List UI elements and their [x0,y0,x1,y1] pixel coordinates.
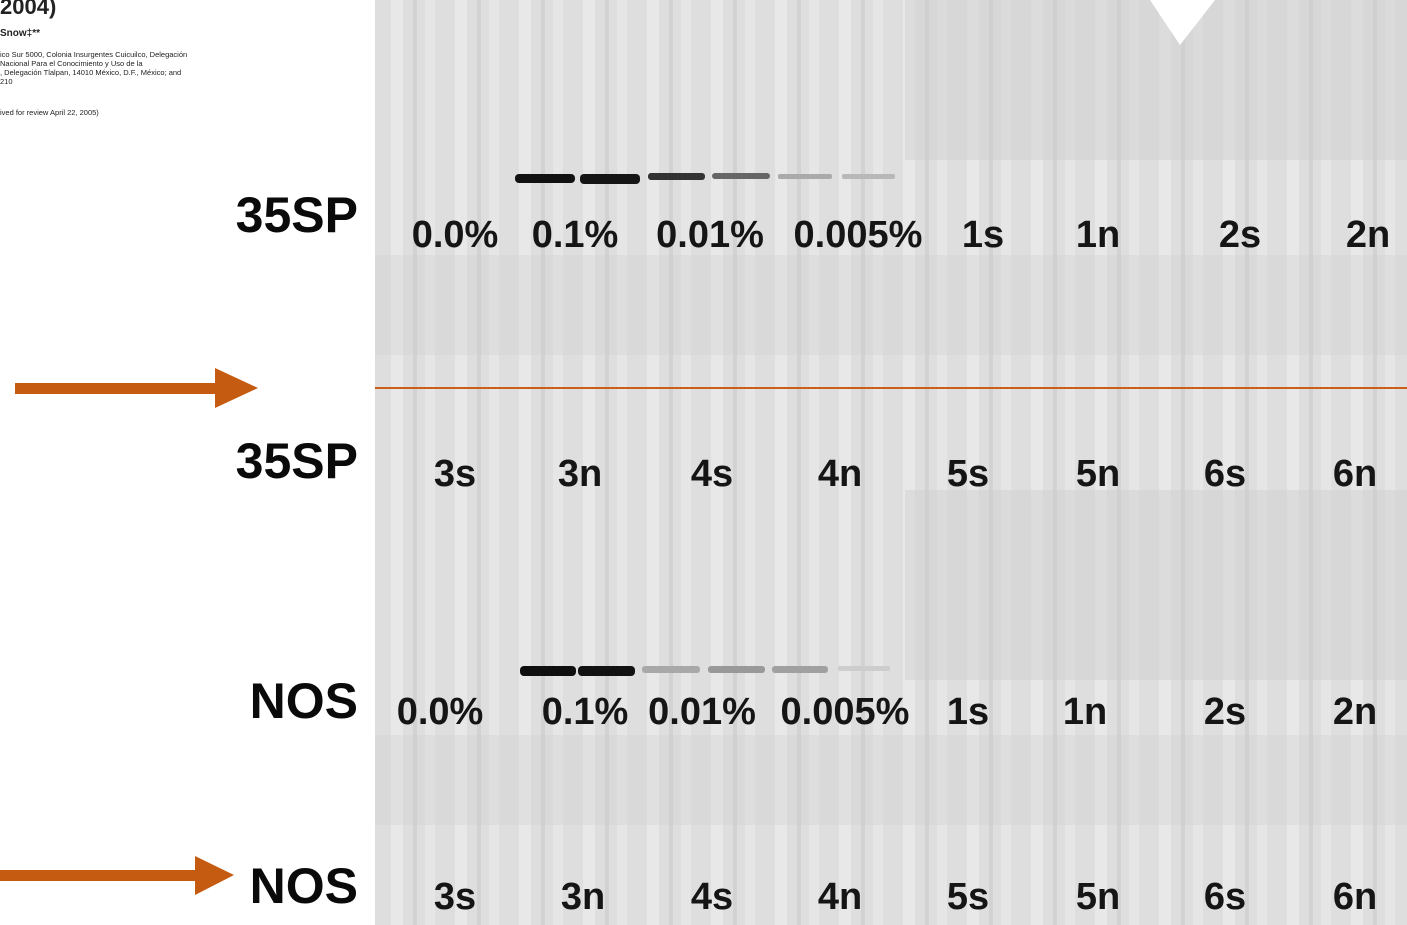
lane-label: 4n [818,876,862,918]
lane-label: 0.01% [656,214,764,256]
lane-label: 0.0% [412,214,499,256]
lane-label: 0.1% [542,691,629,733]
row-label: 35SP [236,187,358,243]
gel-figure: 35SP 0.0% 0.1% 0.01% 0.005% 1s 1n 2s 2n 35SP 3s 3n 4… [0,0,1407,925]
lane-label: 2n [1333,691,1377,733]
page: {"header": {"title": "2004)", "authors":… [0,0,1407,925]
lane-label: 5s [947,876,989,918]
lane-label: 3s [434,876,476,918]
band [648,173,705,180]
band [520,666,576,676]
lane-label: 6s [1204,453,1246,495]
lane-label: 0.1% [532,214,619,256]
lane-label: 4n [818,453,862,495]
row-label: NOS [250,673,358,729]
lane-label: 2s [1219,214,1261,256]
lane-label: 6n [1333,453,1377,495]
lane-label: 0.005% [794,214,923,256]
lane-label: 3n [558,453,602,495]
gel-shade [905,0,1407,160]
arrow [0,856,234,895]
row-label: 35SP [236,433,358,489]
band [515,174,575,183]
lane-label: 0.005% [781,691,910,733]
lane-label: 3n [561,876,605,918]
lane-label: 0.0% [397,691,484,733]
band [778,174,832,179]
gel-shade [905,490,1407,680]
lane-label: 4s [691,453,733,495]
gel-shade [375,255,1407,355]
lane-label: 4s [691,876,733,918]
arrow [15,368,258,408]
lane-label: 2n [1346,214,1390,256]
gel-shade [375,735,1407,825]
lane-label: 5s [947,453,989,495]
lane-label: 5n [1076,876,1120,918]
band [838,666,890,671]
band [708,666,765,673]
band [580,174,640,184]
lane-label: 5n [1076,453,1120,495]
lane-label: 1s [947,691,989,733]
lane-label: 1n [1063,691,1107,733]
band [578,666,635,676]
band [642,666,700,673]
row-label: NOS [250,858,358,914]
lane-label: 1n [1076,214,1120,256]
band [712,173,770,179]
lane-label: 2s [1204,691,1246,733]
lane-label: 0.01% [648,691,756,733]
lane-label: 1s [962,214,1004,256]
band [772,666,828,673]
lane-label: 3s [434,453,476,495]
band [842,174,895,179]
lane-label: 6n [1333,876,1377,918]
lane-label: 6s [1204,876,1246,918]
